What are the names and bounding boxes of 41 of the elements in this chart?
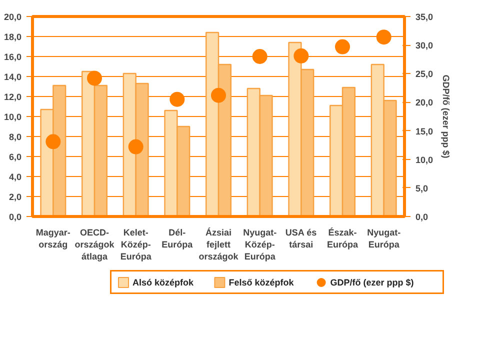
point <box>252 49 268 64</box>
y2-tick-label: 0,0 <box>416 212 428 222</box>
point <box>170 92 185 107</box>
y2-tick-label: 30,0 <box>416 40 434 51</box>
y-tick-label: 2,0 <box>8 192 22 202</box>
y-tick-label: 16,0 <box>4 52 22 62</box>
point <box>128 139 144 154</box>
point <box>335 39 350 54</box>
x-tick-label: USA és társai <box>285 228 317 250</box>
x-tick-label: Észak- Európa <box>327 228 359 250</box>
y-tick-label: 18,0 <box>4 32 22 42</box>
y2-tick-label: 35,0 <box>416 12 434 22</box>
point <box>294 48 309 64</box>
x-tick-label: Magyar- ország <box>36 228 70 250</box>
y-tick-label: 6,0 <box>8 152 22 162</box>
y2-tick-label: 5,0 <box>416 183 428 194</box>
y2-tick-label: 25,0 <box>416 69 434 80</box>
x-tick-label: Nyugat- Közép- Európa <box>243 228 277 262</box>
y-tick-label: 12,0 <box>4 92 22 102</box>
y-tick-label: 14,0 <box>4 72 22 82</box>
y2-tick-label: 20,0 <box>416 98 434 108</box>
x-tick-label: Kelet- Közép- Európa <box>120 228 152 262</box>
legend-label: Alsó középfok <box>132 278 195 288</box>
legend-label: Felső középfok <box>228 278 295 288</box>
y-tick-label: 4,0 <box>8 172 22 182</box>
y2-tick-label: 10,0 <box>416 154 434 165</box>
y-tick-label: 10,0 <box>4 112 22 122</box>
y-tick-label: 8,0 <box>8 132 22 142</box>
x-tick-label: Ázsiai fejlett országok <box>198 228 240 262</box>
point <box>46 134 61 150</box>
y-tick-label: 20,0 <box>4 12 22 22</box>
x-tick-label: OECD- országok átlaga <box>74 228 116 262</box>
y2-axis-title: GDP/fő (ezer ppp $) <box>441 74 452 158</box>
point <box>87 70 102 86</box>
y-tick-label: 0,0 <box>8 212 22 222</box>
point <box>211 88 226 103</box>
y2-tick-label: 15,0 <box>416 126 434 136</box>
point <box>376 30 392 45</box>
legend-label: GDP/fő (ezer ppp $) <box>330 278 414 288</box>
x-tick-label: Dél- Európa <box>162 228 194 250</box>
x-tick-label: Nyugat- Európa <box>367 228 401 250</box>
